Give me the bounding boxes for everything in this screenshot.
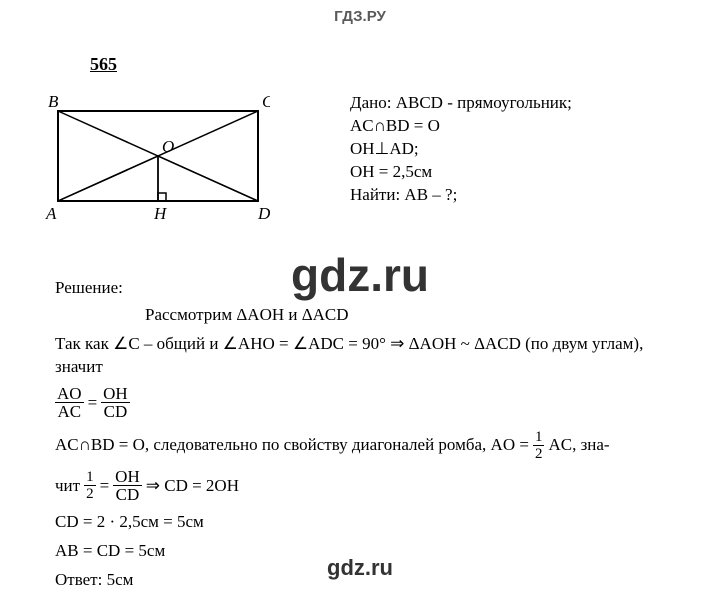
rectangle-diagram: A B C D O H — [30, 93, 270, 223]
fraction: 1 2 — [84, 470, 96, 503]
frac-den: 2 — [84, 486, 96, 503]
given-line: AC∩BD = O — [350, 116, 700, 136]
frac-den: CD — [101, 403, 130, 422]
svg-text:H: H — [153, 204, 168, 223]
fraction: OH CD — [113, 468, 142, 505]
frac-num: 1 — [84, 470, 96, 486]
given-block: Дано: ABCD - прямоугольник; AC∩BD = O OH… — [310, 93, 700, 228]
frac-num: OH — [101, 385, 130, 403]
problem-row: A B C D O H Дано: ABCD - прямоугольник; … — [0, 93, 720, 228]
frac-den: CD — [113, 486, 142, 505]
site-header: ГДЗ.РУ — [0, 0, 720, 26]
problem-number: 565 — [90, 54, 720, 75]
svg-text:O: O — [162, 137, 174, 156]
equals: = — [88, 392, 98, 415]
solution-block: Решение: Рассмотрим ΔAOH и ΔACD Так как … — [0, 278, 720, 592]
svg-text:A: A — [45, 204, 57, 223]
text-span: AC, зна- — [548, 434, 609, 457]
frac-den: 2 — [533, 446, 545, 463]
svg-text:B: B — [48, 93, 59, 111]
given-line: OH⊥AD; — [350, 139, 700, 159]
fraction: OH CD — [101, 385, 130, 422]
solution-line: CD = 2 · 2,5см = 5см — [55, 511, 690, 534]
diagram-container: A B C D O H — [30, 93, 310, 228]
solution-line: AC∩BD = O, следовательно по свойству диа… — [55, 430, 690, 463]
svg-text:C: C — [262, 93, 270, 111]
equals: = — [100, 475, 110, 498]
given-line: Найти: АВ – ?; — [350, 185, 700, 205]
frac-num: AO — [55, 385, 84, 403]
fraction: AO AC — [55, 385, 84, 422]
solution-consider: Рассмотрим ΔAOH и ΔACD — [145, 304, 690, 327]
solution-title: Решение: — [55, 278, 690, 298]
given-line: Дано: ABCD - прямоугольник; — [350, 93, 700, 113]
text-span: чит — [55, 475, 80, 498]
site-name: ГДЗ.РУ — [334, 8, 386, 25]
solution-answer: Ответ: 5см — [55, 569, 690, 592]
solution-fraction-eq: AO AC = OH CD — [55, 385, 690, 422]
frac-num: 1 — [533, 430, 545, 446]
svg-text:D: D — [257, 204, 270, 223]
frac-num: OH — [113, 468, 142, 486]
text-span: ⇒ CD = 2OH — [146, 475, 239, 498]
frac-den: AC — [55, 403, 84, 422]
fraction: 1 2 — [533, 430, 545, 463]
text-span: AC∩BD = O, следовательно по свойству диа… — [55, 434, 529, 457]
solution-line: Так как ∠C – общий и ∠AHO = ∠ADC = 90° ⇒… — [55, 333, 690, 379]
solution-line: AB = CD = 5см — [55, 540, 690, 563]
given-line: ОН = 2,5см — [350, 162, 700, 182]
solution-line: чит 1 2 = OH CD ⇒ CD = 2OH — [55, 468, 690, 505]
